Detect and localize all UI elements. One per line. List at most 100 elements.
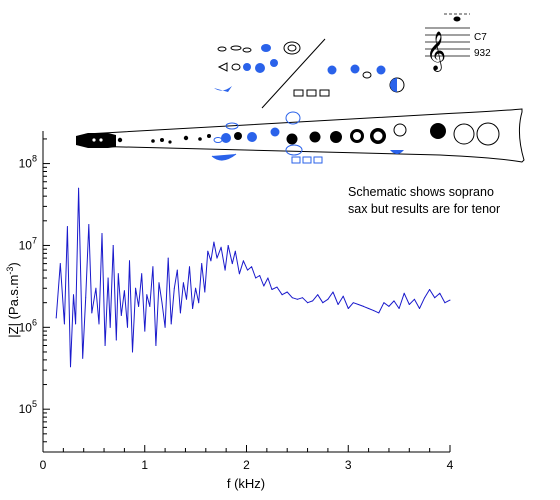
- data-point: [255, 277, 257, 279]
- data-point: [224, 269, 226, 271]
- data-point: [368, 308, 370, 309]
- data-point: [55, 317, 57, 319]
- data-point: [302, 297, 303, 299]
- data-point: [322, 302, 324, 304]
- x-tick-label: 2: [243, 458, 250, 472]
- data-point: [242, 260, 244, 262]
- data-point: [95, 287, 97, 289]
- data-point: [327, 298, 329, 300]
- data-point: [247, 269, 248, 271]
- x-axis-label: f (kHz): [227, 476, 265, 491]
- data-point: [182, 282, 184, 284]
- data-point: [238, 273, 240, 275]
- staff-lines: [425, 27, 470, 57]
- data-point: [281, 294, 283, 296]
- data-point: [75, 323, 77, 325]
- y-axis-label: |Z| (Pa.s.m-3): [5, 262, 21, 337]
- data-point: [439, 292, 441, 294]
- data-point: [234, 250, 236, 252]
- data-point: [429, 289, 431, 290]
- data-point: [296, 298, 298, 300]
- data-point: [78, 187, 80, 189]
- data-point: [179, 312, 181, 314]
- data-point: [73, 294, 74, 296]
- y-tick-label: 108: [19, 154, 37, 171]
- data-point: [413, 298, 415, 300]
- data-point: [82, 357, 84, 359]
- data-point: [101, 233, 103, 234]
- y-axis-label-close: ): [6, 262, 21, 266]
- y-ticks: 105 106 107 108: [19, 138, 50, 453]
- data-point: [158, 282, 160, 284]
- data-point: [403, 292, 405, 294]
- y-tick-label: 106: [19, 317, 37, 334]
- y-tick-label: 105: [19, 399, 37, 416]
- data-point: [231, 263, 233, 265]
- data-point: [220, 246, 222, 248]
- data-point: [189, 266, 190, 268]
- x-tick-label: 0: [40, 458, 47, 472]
- data-point: [173, 287, 175, 289]
- data-point: [373, 310, 375, 312]
- data-point: [207, 250, 209, 252]
- data-point: [337, 304, 339, 305]
- data-point: [363, 305, 364, 307]
- data-point: [332, 291, 334, 293]
- x-tick-label: 4: [447, 458, 454, 472]
- data-point: [138, 305, 140, 307]
- data-point: [120, 314, 122, 316]
- data-point: [85, 297, 87, 299]
- data-point: [408, 304, 410, 305]
- data-point: [419, 308, 420, 309]
- data-point: [227, 245, 229, 246]
- data-point: [149, 305, 151, 307]
- data-point: [144, 330, 146, 332]
- data-point: [70, 366, 71, 368]
- data-point: [449, 299, 451, 301]
- data-point: [186, 298, 187, 300]
- data-point: [383, 302, 385, 304]
- data-point: [91, 312, 93, 314]
- data-point: [66, 226, 68, 228]
- data-point: [117, 273, 119, 275]
- data-point: [161, 302, 163, 304]
- data-point: [259, 275, 261, 276]
- annotation-line-2: sax but results are for tenor: [348, 202, 500, 216]
- data-point: [107, 277, 109, 279]
- note-head-icon: [453, 16, 461, 22]
- data-point: [88, 224, 90, 226]
- data-point: [216, 257, 218, 259]
- data-point: [98, 323, 100, 325]
- data-point: [146, 294, 148, 296]
- x-tick-label: 1: [141, 458, 148, 472]
- data-point: [123, 290, 125, 292]
- data-point: [164, 326, 166, 328]
- treble-clef-icon: 𝄞: [426, 31, 446, 72]
- data-point: [388, 305, 390, 307]
- data-point: [267, 277, 269, 279]
- y-axis-label-main: |Z| (Pa.s.m: [6, 275, 21, 338]
- data-point: [393, 300, 395, 302]
- data-point: [378, 312, 380, 314]
- data-point: [347, 308, 349, 309]
- note-name: C7: [474, 32, 487, 43]
- data-point: [135, 287, 137, 289]
- data-point: [127, 326, 128, 328]
- data-point: [132, 351, 133, 353]
- data-point: [342, 295, 344, 297]
- annotation-line-1: Schematic shows soprano: [348, 185, 494, 199]
- data-point: [434, 297, 436, 299]
- data-point: [352, 302, 354, 304]
- y-tick-label: 107: [19, 235, 37, 252]
- y-axis-label-exponent: -3: [5, 267, 15, 275]
- data-point: [63, 323, 65, 325]
- data-point: [307, 302, 309, 304]
- saxophone-schematic: [76, 38, 525, 164]
- data-point: [276, 286, 278, 288]
- data-point: [286, 291, 288, 293]
- data-point: [198, 302, 200, 304]
- data-point: [263, 285, 265, 287]
- data-point: [152, 266, 154, 268]
- note-inset: 𝄞 C7 932: [425, 13, 491, 72]
